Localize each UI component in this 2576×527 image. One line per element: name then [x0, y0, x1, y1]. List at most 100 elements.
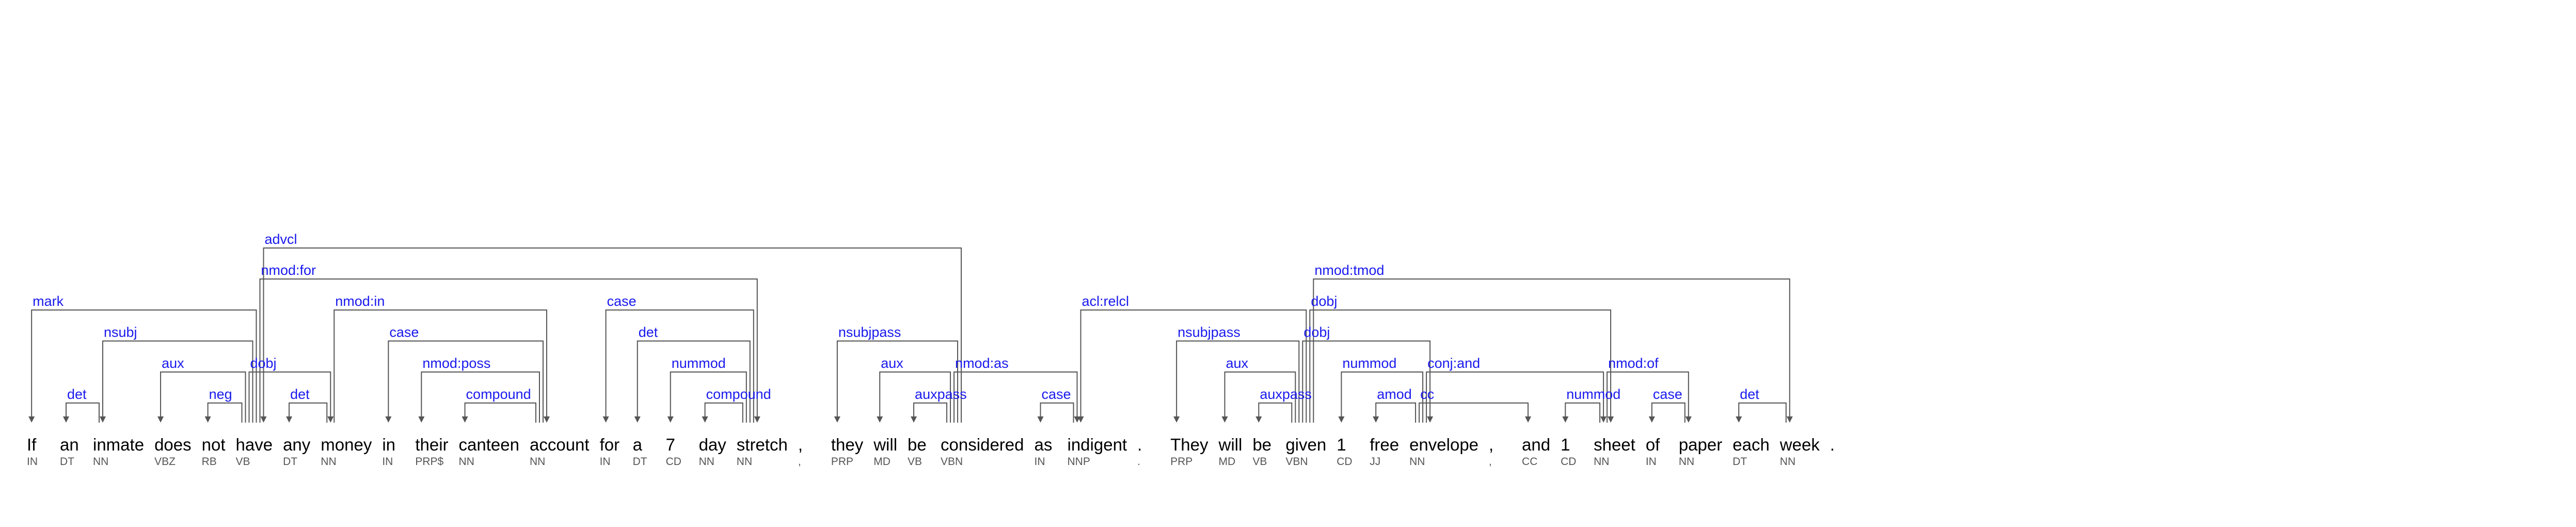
- token-word: their: [415, 435, 448, 454]
- dependency-label: nmod:tmod: [1314, 262, 1384, 278]
- token-pos-tag: VB: [236, 456, 250, 468]
- dependency-label: nsubjpass: [1178, 324, 1241, 340]
- arrowhead: [1077, 416, 1084, 423]
- token-pos-tag: NNP: [1068, 456, 1090, 468]
- arrowhead: [1173, 416, 1180, 423]
- arrowhead: [1685, 416, 1692, 423]
- dependency-arc: [953, 371, 1078, 423]
- dependency-arc: [464, 402, 536, 423]
- dependency-arc: [1341, 371, 1424, 423]
- token-pos-tag: CD: [1561, 456, 1576, 468]
- token-pos-tag: ,: [798, 456, 801, 468]
- token-word: considered: [941, 435, 1024, 454]
- dependency-arc: [1607, 371, 1689, 423]
- token-pos-tag: DT: [283, 456, 297, 468]
- arrowhead: [667, 416, 674, 423]
- arrowhead: [702, 416, 708, 423]
- dependency-arcs: [28, 247, 1793, 423]
- dependency-arc: [1258, 402, 1293, 423]
- token-word: 7: [666, 435, 675, 454]
- dependency-label: nummod: [1566, 386, 1620, 402]
- dependency-arc: [1419, 402, 1529, 423]
- dependency-arc: [388, 340, 544, 423]
- token-pos-tag: PRP$: [415, 456, 443, 468]
- token-word: week: [1779, 435, 1820, 454]
- token-word: be: [908, 435, 927, 454]
- dependency-label: aux: [162, 355, 184, 371]
- dependency-label: nmod:poss: [422, 355, 490, 371]
- token-word: envelope: [1409, 435, 1478, 454]
- token-pos-tag: NN: [1679, 456, 1694, 468]
- dependency-label: case: [389, 324, 419, 340]
- arrowhead: [543, 416, 550, 423]
- token-word: for: [600, 435, 620, 454]
- dependency-arc: [1302, 340, 1431, 423]
- token-pos-tag: VBZ: [154, 456, 176, 468]
- dependency-arc: [102, 340, 253, 423]
- token-word: sheet: [1594, 435, 1635, 454]
- arrowhead: [877, 416, 883, 423]
- token-pos-tag: NN: [699, 456, 714, 468]
- token-pos-tag: IN: [1646, 456, 1657, 468]
- token-word: money: [321, 435, 372, 454]
- token-word: day: [699, 435, 727, 454]
- arrowhead: [1600, 416, 1607, 423]
- token-word: .: [1830, 435, 1835, 454]
- token-word: will: [1218, 435, 1242, 454]
- token-pos-tag: DT: [1732, 456, 1747, 468]
- token-pos-tag: VBN: [941, 456, 963, 468]
- arrowhead: [1037, 416, 1044, 423]
- arrowhead: [28, 416, 35, 423]
- token-pos-tag: NN: [321, 456, 336, 468]
- arrowhead: [1373, 416, 1379, 423]
- token-word: If: [27, 435, 37, 454]
- dependency-arc: [263, 247, 962, 423]
- token-pos-tag: NN: [1780, 456, 1795, 468]
- token-pos-tag: VB: [908, 456, 922, 468]
- token-pos-tag: DT: [60, 456, 74, 468]
- token-pos-tag: VBN: [1285, 456, 1308, 468]
- token-word: 1: [1561, 435, 1570, 454]
- arrowhead: [1525, 416, 1532, 423]
- arrowhead: [100, 416, 106, 423]
- dependency-arc: [605, 309, 754, 423]
- token-word: account: [530, 435, 590, 454]
- token-pos-tag: .: [1137, 456, 1140, 468]
- dependency-label: det: [1740, 386, 1759, 402]
- dependency-label: compound: [706, 386, 771, 402]
- dependency-label: nummod: [672, 355, 726, 371]
- arrowhead: [602, 416, 609, 423]
- token-pos-tag: PRP: [831, 456, 853, 468]
- arrowhead: [1608, 416, 1614, 423]
- dependency-label: dobj: [1311, 293, 1337, 309]
- token-word: given: [1285, 435, 1326, 454]
- dependency-label: nmod:of: [1608, 355, 1659, 371]
- dependency-arc: [913, 402, 948, 423]
- token-word: paper: [1679, 435, 1722, 454]
- dependency-label: nsubj: [104, 324, 137, 340]
- token-word: ,: [798, 435, 803, 454]
- dependency-label: aux: [881, 355, 903, 371]
- token-row: If IN an DT inmate NN does VBZ not RB have VB any DT m…: [27, 435, 1835, 468]
- dependency-arc: [333, 309, 547, 423]
- arrowhead: [157, 416, 164, 423]
- token-word: be: [1252, 435, 1271, 454]
- dependency-arc: [421, 371, 540, 423]
- token-pos-tag: PRP: [1170, 456, 1192, 468]
- dependency-arc: [160, 371, 246, 423]
- dependency-arc: [1651, 402, 1685, 423]
- arrowhead: [1427, 416, 1434, 423]
- dependency-label: cc: [1420, 386, 1434, 402]
- token-word: will: [873, 435, 897, 454]
- arrowhead: [1736, 416, 1742, 423]
- token-pos-tag: IN: [600, 456, 611, 468]
- dependency-arc: [1040, 402, 1074, 423]
- dependency-arc: [1565, 402, 1601, 423]
- dependency-label: nsubjpass: [838, 324, 901, 340]
- arrowhead: [634, 416, 641, 423]
- dependency-label: det: [639, 324, 658, 340]
- dependency-label: dobj: [250, 355, 277, 371]
- arrowhead: [385, 416, 392, 423]
- dependency-arc: [1738, 402, 1787, 423]
- arrowhead: [327, 416, 334, 423]
